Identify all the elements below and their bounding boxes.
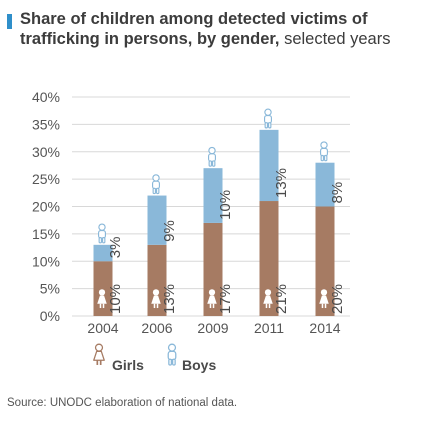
girl-figure-icon bbox=[97, 289, 107, 309]
y-tick-label: 5% bbox=[40, 281, 60, 297]
x-tick-label: 2006 bbox=[141, 320, 172, 336]
chart-title: Share of children among detected victims… bbox=[20, 9, 435, 49]
icon-torso bbox=[167, 350, 177, 361]
data-label-boys: 9% bbox=[161, 220, 178, 242]
data-label-boys: 8% bbox=[329, 182, 346, 204]
girl-figure-icon bbox=[93, 343, 105, 365]
legend: Girls Boys bbox=[93, 343, 216, 373]
icon-leg bbox=[208, 160, 213, 167]
y-tick-label: 20% bbox=[32, 199, 60, 215]
bar-boys bbox=[259, 129, 279, 202]
title-accent-bar bbox=[7, 14, 12, 29]
boy-figure-icon bbox=[208, 146, 216, 167]
y-tick-label: 35% bbox=[32, 116, 60, 132]
data-label-boys: 13% bbox=[273, 168, 290, 198]
boy-figure-icon bbox=[264, 108, 272, 129]
bar-girls bbox=[259, 201, 279, 316]
icon-head bbox=[320, 141, 328, 149]
icon-head bbox=[152, 289, 160, 296]
bar-girls bbox=[147, 244, 167, 316]
icon-dress bbox=[97, 295, 107, 304]
icon-dress bbox=[151, 295, 161, 304]
girl-figure-icon bbox=[207, 289, 217, 309]
y-tick-label: 15% bbox=[32, 226, 60, 242]
icon-dress bbox=[207, 295, 217, 304]
icon-leg bbox=[212, 160, 216, 167]
data-label-boys: 10% bbox=[217, 190, 234, 220]
girl-figure-icon bbox=[151, 289, 161, 309]
icon-torso bbox=[98, 229, 106, 239]
icon-dress bbox=[93, 350, 105, 361]
y-tick-label: 10% bbox=[32, 253, 60, 269]
girl-figure-icon bbox=[319, 289, 329, 309]
icon-head bbox=[264, 108, 272, 116]
icon-leg bbox=[168, 358, 173, 366]
y-tick-label: 25% bbox=[32, 171, 60, 187]
icon-torso bbox=[208, 153, 216, 163]
y-axis-tick-labels: 0% 5% 10% 15% 20% 25% 30% 35% 40% bbox=[32, 89, 60, 324]
bars: 10% 3% 13% 9% 17% 10% 21% 13% 20% 8% bbox=[93, 108, 346, 316]
icon-leg bbox=[156, 187, 160, 195]
icon-torso bbox=[264, 114, 272, 124]
data-label-girls: 20% bbox=[329, 284, 346, 314]
boy-figure-icon bbox=[152, 174, 160, 195]
girl-figure-icon bbox=[263, 289, 273, 309]
legend-label-boys: Boys bbox=[182, 357, 216, 373]
icon-head bbox=[320, 289, 328, 296]
source-note: Source: UNODC elaboration of national da… bbox=[7, 397, 238, 409]
x-tick-label: 2004 bbox=[87, 320, 118, 336]
icon-head bbox=[167, 343, 177, 352]
icon-leg bbox=[268, 122, 272, 129]
icon-leg bbox=[324, 154, 328, 162]
data-label-girls: 13% bbox=[161, 284, 178, 314]
girl-figure-icon bbox=[93, 343, 105, 365]
data-label-girls: 10% bbox=[107, 284, 124, 314]
icon-dress bbox=[263, 295, 273, 304]
icon-leg bbox=[172, 358, 176, 366]
y-tick-label: 0% bbox=[40, 308, 60, 324]
boy-figure-icon bbox=[320, 141, 328, 162]
icon-leg bbox=[264, 122, 269, 129]
icon-head bbox=[264, 289, 272, 296]
bar-boys bbox=[93, 244, 113, 262]
bar-boys bbox=[315, 162, 335, 207]
y-tick-label: 40% bbox=[32, 89, 60, 105]
icon-leg bbox=[320, 154, 325, 162]
boy-figure-icon bbox=[167, 343, 177, 366]
boy-figure-icon bbox=[98, 223, 106, 244]
icon-torso bbox=[152, 180, 160, 190]
x-axis-tick-labels: 2004 2006 2009 2011 2014 bbox=[87, 320, 340, 336]
bar-boys bbox=[147, 195, 167, 245]
icon-leg bbox=[102, 237, 106, 244]
icon-head bbox=[94, 343, 104, 352]
data-label-girls: 21% bbox=[273, 284, 290, 314]
data-label-girls: 17% bbox=[217, 284, 234, 314]
icon-head bbox=[208, 146, 216, 155]
icon-head bbox=[98, 223, 106, 231]
data-label-boys: 3% bbox=[107, 237, 124, 259]
x-tick-label: 2009 bbox=[197, 320, 228, 336]
icon-leg bbox=[152, 187, 157, 195]
bar-girls bbox=[203, 222, 223, 316]
boy-figure-icon bbox=[167, 343, 177, 366]
icon-dress bbox=[319, 295, 329, 304]
icon-torso bbox=[320, 147, 328, 157]
x-tick-label: 2014 bbox=[309, 320, 340, 336]
icon-head bbox=[208, 289, 216, 296]
chart-title-main: Share of children among detected victims… bbox=[20, 10, 368, 48]
icon-head bbox=[98, 289, 106, 296]
icon-head bbox=[152, 174, 160, 182]
bar-girls bbox=[315, 206, 335, 316]
legend-label-girls: Girls bbox=[112, 357, 144, 373]
y-tick-label: 30% bbox=[32, 144, 60, 160]
chart-title-sub: selected years bbox=[284, 30, 391, 48]
x-tick-label: 2011 bbox=[254, 320, 284, 336]
bar-boys bbox=[203, 168, 223, 223]
icon-leg bbox=[98, 237, 103, 244]
